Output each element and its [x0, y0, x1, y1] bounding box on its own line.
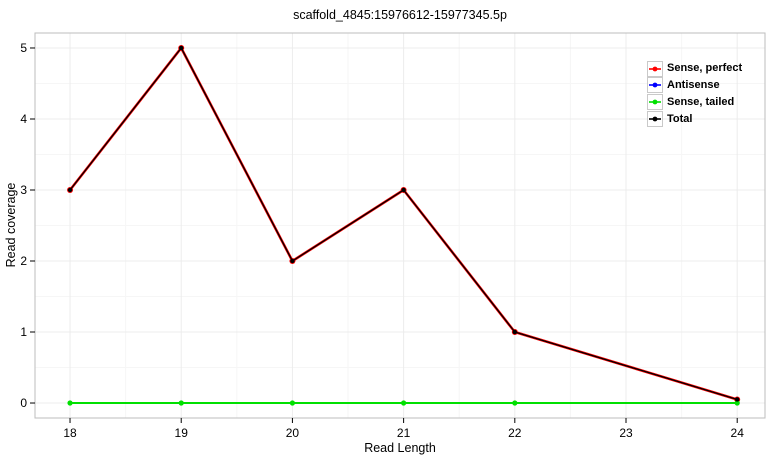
y-tick-label: 0	[20, 396, 27, 410]
series-point-3	[512, 329, 518, 335]
y-tick-label: 3	[20, 183, 27, 197]
series-point-2	[512, 400, 518, 406]
legend-key-icon	[647, 77, 663, 93]
y-tick-label: 4	[20, 112, 27, 126]
series-point-3	[290, 258, 295, 264]
legend-label: Total	[667, 113, 693, 125]
series-point-2	[67, 400, 73, 406]
x-axis-label: Read Length	[364, 441, 436, 455]
legend-key-icon	[647, 60, 663, 77]
y-tick-label: 2	[20, 254, 27, 268]
panel-border	[34, 32, 766, 419]
legend-label: Sense, tailed	[667, 96, 735, 108]
series-point-2	[178, 400, 184, 406]
legend-row-total: Total	[647, 111, 742, 128]
y-tick-label: 5	[20, 41, 27, 55]
chart-title: scaffold_4845:15976612-15977345.5p	[293, 8, 507, 22]
legend-label: Antisense	[667, 79, 720, 91]
x-tick-label: 23	[619, 426, 633, 440]
x-tick-label: 20	[286, 426, 300, 440]
series-point-2	[289, 400, 296, 406]
x-tick-label: 22	[508, 426, 522, 440]
x-tick-label: 18	[63, 426, 77, 440]
series-point-3	[735, 397, 740, 402]
legend-row-sense-tailed: Sense, tailed	[647, 94, 742, 111]
series-line-3	[69, 47, 738, 401]
legend-key-icon	[647, 94, 663, 110]
series-point-3	[179, 45, 184, 51]
legend-row-sense-perfect: Sense, perfect	[647, 60, 742, 77]
x-tick-label: 21	[397, 426, 411, 440]
legend-key-icon	[647, 111, 663, 127]
series-point-2	[734, 400, 740, 406]
legend-row-antisense: Antisense	[647, 77, 742, 94]
legend: Sense, perfect Antisense Sense, tailed T…	[647, 60, 742, 128]
legend-label: Sense, perfect	[667, 62, 743, 74]
series-point-3	[401, 187, 406, 193]
x-tick-label: 19	[175, 426, 189, 440]
x-tick-label: 24	[731, 426, 745, 440]
y-tick-label: 1	[20, 325, 27, 339]
series-point-3	[67, 187, 73, 193]
series-point-2	[401, 400, 407, 406]
